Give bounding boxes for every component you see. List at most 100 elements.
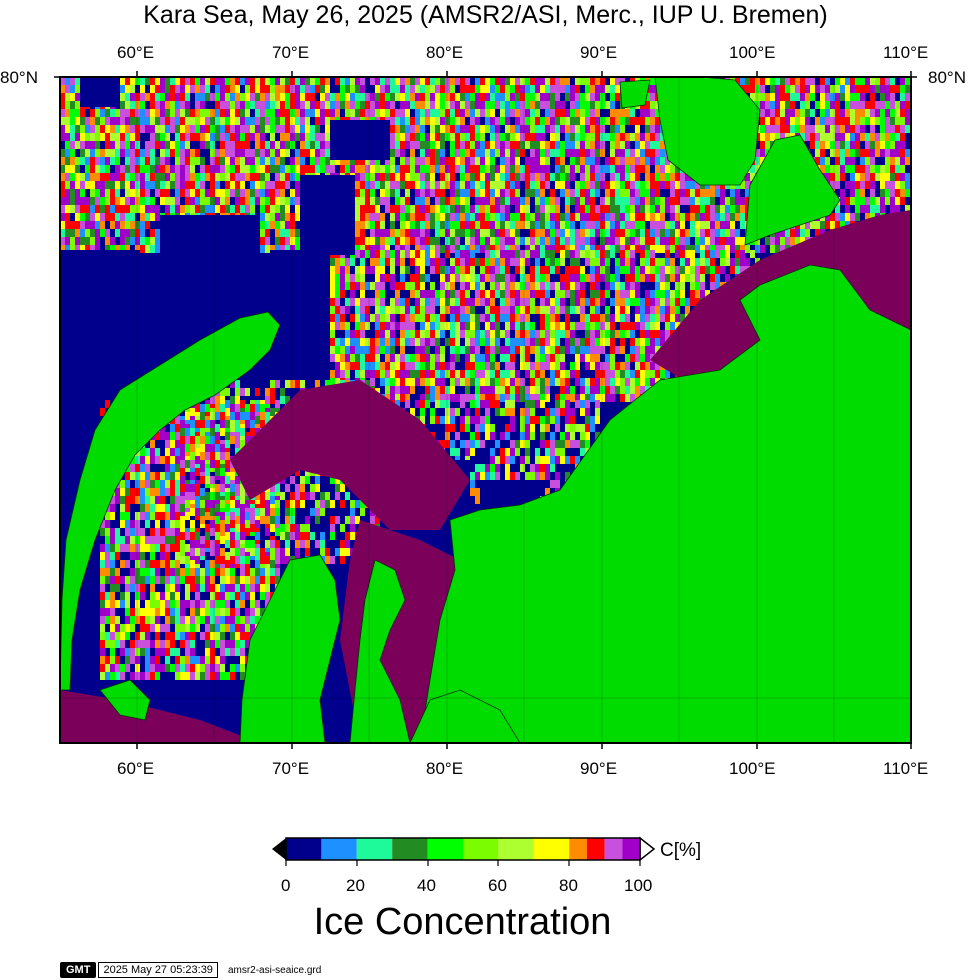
ice-cell: [625, 197, 630, 205]
ice-cell: [310, 93, 315, 101]
ice-cell: [175, 125, 180, 133]
ice-cell: [385, 85, 390, 93]
ice-cell: [490, 149, 495, 157]
ice-cell: [455, 245, 460, 253]
ice-cell: [480, 173, 485, 181]
ice-cell: [705, 189, 710, 197]
ice-cell: [70, 117, 75, 125]
ice-cell: [335, 370, 340, 378]
ice-cell: [890, 101, 895, 109]
ice-cell: [485, 250, 490, 258]
ice-cell: [380, 109, 385, 117]
ice-cell: [215, 165, 220, 173]
ice-cell: [105, 213, 110, 221]
ice-cell: [425, 250, 430, 258]
ice-cell: [385, 157, 390, 165]
ice-cell: [195, 197, 200, 205]
ice-cell: [425, 354, 430, 362]
ice-cell: [655, 173, 660, 181]
ice-cell: [85, 213, 90, 221]
ice-cell: [535, 250, 540, 258]
ice-cell: [545, 93, 550, 101]
ice-cell: [645, 117, 650, 125]
ice-cell: [545, 250, 550, 258]
ice-cell: [65, 237, 70, 245]
ice-cell: [270, 245, 275, 253]
ice-cell: [570, 266, 575, 274]
ice-cell: [525, 109, 530, 117]
ice-cell: [145, 181, 150, 189]
ice-cell: [385, 378, 390, 386]
ice-cell: [255, 197, 260, 205]
ice-cell: [410, 125, 415, 133]
ice-cell: [735, 197, 740, 205]
ice-cell: [255, 189, 260, 197]
ice-cell: [610, 141, 615, 149]
ice-cell: [510, 424, 515, 432]
ice-cell: [450, 416, 455, 424]
ice-cell: [505, 189, 510, 197]
ice-cell: [490, 258, 495, 266]
ice-cell: [345, 109, 350, 117]
ice-cell: [720, 245, 725, 253]
ice-cell: [115, 157, 120, 165]
ice-cell: [545, 290, 550, 298]
ice-cell: [640, 197, 645, 205]
ice-cell: [535, 282, 540, 290]
ice-cell: [495, 181, 500, 189]
ice-cell: [680, 173, 685, 181]
ice-cell: [520, 306, 525, 314]
ice-cell: [635, 133, 640, 141]
ice-cell: [395, 229, 400, 237]
ice-cell: [560, 173, 565, 181]
lat-label-left: 80°N: [0, 68, 38, 87]
ice-cell: [465, 408, 470, 416]
ice-cell: [345, 77, 350, 85]
ice-cell: [425, 306, 430, 314]
ice-cell: [540, 93, 545, 101]
ice-cell: [790, 117, 795, 125]
ice-cell: [160, 109, 165, 117]
ice-cell: [905, 109, 910, 117]
ice-cell: [620, 322, 625, 330]
ice-cell: [90, 157, 95, 165]
ice-cell: [75, 189, 80, 197]
ice-cell: [460, 93, 465, 101]
ice-cell: [595, 205, 600, 213]
ice-cell: [600, 221, 605, 229]
ice-cell: [450, 274, 455, 282]
ice-cell: [900, 77, 905, 85]
ice-cell: [645, 197, 650, 205]
ice-cell: [80, 245, 85, 253]
ice-cell: [395, 250, 400, 258]
ice-cell: [610, 298, 615, 306]
ice-cell: [370, 101, 375, 109]
ice-cell: [565, 346, 570, 354]
ice-cell: [895, 141, 900, 149]
ice-cell: [390, 330, 395, 338]
ice-cell: [510, 229, 515, 237]
ice-cell: [370, 266, 375, 274]
ice-cell: [455, 141, 460, 149]
ice-cell: [535, 386, 540, 394]
ice-cell: [585, 250, 590, 258]
ice-cell: [250, 133, 255, 141]
ice-cell: [140, 229, 145, 237]
ice-cell: [875, 173, 880, 181]
ice-cell: [140, 77, 145, 85]
ice-cell: [465, 213, 470, 221]
ice-cell: [465, 362, 470, 370]
ice-cell: [420, 362, 425, 370]
ice-cell: [595, 245, 600, 253]
ice-cell: [275, 237, 280, 245]
ice-cell: [550, 416, 555, 424]
ice-cell: [625, 189, 630, 197]
ice-cell: [530, 386, 535, 394]
ice-cell: [305, 85, 310, 93]
ice-cell: [115, 221, 120, 229]
ice-cell: [545, 386, 550, 394]
ice-cell: [880, 77, 885, 85]
ice-cell: [830, 165, 835, 173]
ice-cell: [390, 237, 395, 245]
ice-cell: [60, 237, 65, 245]
